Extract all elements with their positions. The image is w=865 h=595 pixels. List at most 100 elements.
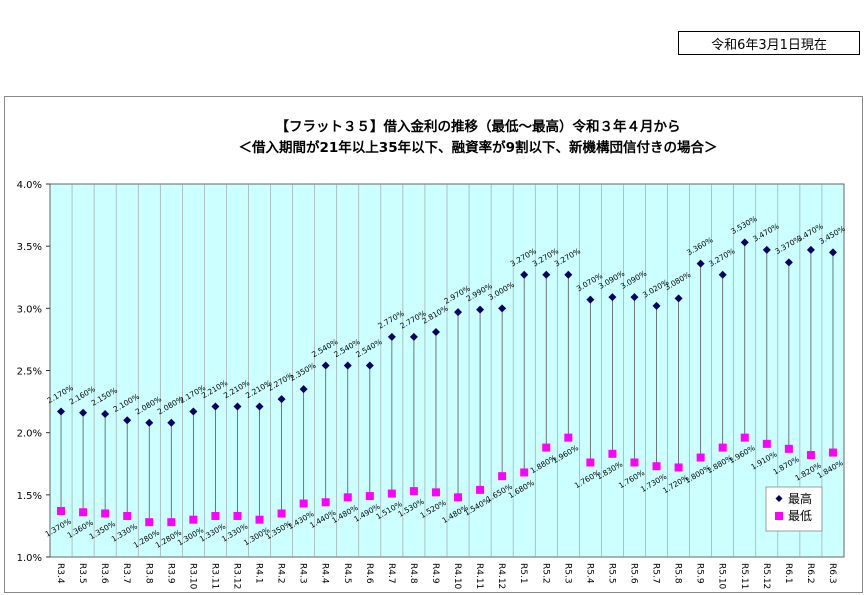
- max-point: [608, 293, 617, 302]
- min-point: [718, 443, 727, 452]
- y-tick-label: 3.5%: [17, 242, 42, 253]
- max-point: [718, 270, 727, 279]
- x-tick-label: R5.8: [673, 563, 683, 584]
- min-point: [255, 515, 264, 524]
- min-point: [806, 451, 815, 460]
- y-tick-label: 2.0%: [17, 429, 42, 440]
- x-tick-label: R4.9: [430, 563, 440, 584]
- min-point: [696, 453, 705, 462]
- x-tick-label: R5.2: [540, 563, 550, 584]
- chart-title-line1: 【フラット３５】借入金利の推移（最低～最高）令和３年４月から: [276, 118, 681, 135]
- date-label: 令和6年3月1日現在: [678, 31, 860, 55]
- min-point: [586, 458, 595, 467]
- x-tick-label: R4.7: [386, 563, 396, 584]
- min-point: [674, 463, 683, 472]
- min-point: [387, 489, 396, 498]
- legend: 最高 最低: [765, 486, 823, 532]
- min-point: [409, 487, 418, 496]
- x-tick-label: R5.11: [739, 563, 749, 589]
- max-point: [189, 407, 198, 416]
- min-point: [57, 506, 66, 515]
- x-tick-label: R4.3: [298, 563, 308, 584]
- x-tick-label: R3.10: [187, 563, 197, 590]
- x-tick-label: R4.12: [496, 563, 506, 589]
- max-point: [454, 308, 463, 317]
- max-point: [498, 304, 507, 313]
- x-tick-label: R4.5: [342, 563, 352, 584]
- max-point: [431, 327, 440, 336]
- max-point: [299, 385, 308, 394]
- max-point: [57, 407, 66, 416]
- min-point: [79, 508, 88, 517]
- x-tick-label: R5.7: [651, 563, 661, 584]
- max-point: [828, 248, 837, 257]
- y-tick-label: 1.0%: [17, 553, 42, 564]
- min-point: [652, 462, 661, 471]
- min-point: [520, 468, 529, 477]
- min-point: [542, 443, 551, 452]
- x-tick-label: R5.6: [628, 563, 638, 584]
- x-tick-label: R4.10: [452, 563, 462, 590]
- legend-max-label: 最高: [788, 491, 812, 506]
- y-tick-label: 1.5%: [17, 491, 42, 502]
- legend-min-marker: [775, 512, 783, 520]
- max-point: [145, 418, 154, 427]
- x-tick-label: R3.5: [77, 563, 87, 584]
- x-tick-label: R3.4: [55, 563, 65, 584]
- max-point: [409, 332, 418, 341]
- x-tick-label: R4.4: [320, 563, 330, 584]
- min-point: [211, 511, 220, 520]
- y-tick-label: 4.0%: [17, 180, 42, 191]
- max-point: [784, 258, 793, 267]
- x-tick-label: R3.11: [209, 563, 219, 589]
- max-point: [806, 245, 815, 254]
- min-point: [321, 498, 330, 507]
- max-point: [696, 259, 705, 268]
- min-point: [299, 499, 308, 508]
- max-point: [343, 361, 352, 370]
- min-point: [277, 509, 286, 518]
- min-point: [365, 492, 374, 501]
- min-point: [189, 515, 198, 524]
- min-point: [454, 493, 463, 502]
- max-point: [630, 293, 639, 302]
- x-tick-label: R5.5: [606, 563, 616, 584]
- x-tick-label: R3.8: [143, 563, 153, 584]
- legend-box: [765, 486, 823, 532]
- max-point: [520, 270, 529, 279]
- max-point: [542, 270, 551, 279]
- min-point: [498, 472, 507, 481]
- x-tick-label: R6.2: [805, 563, 815, 584]
- x-tick-label: R3.6: [99, 563, 109, 584]
- x-tick-label: R5.4: [584, 563, 594, 584]
- x-tick-label: R4.11: [474, 563, 484, 589]
- min-point: [762, 439, 771, 448]
- min-point: [343, 493, 352, 502]
- min-point: [564, 433, 573, 442]
- x-tick-label: R5.1: [518, 563, 528, 584]
- max-point: [101, 410, 110, 419]
- max-point: [79, 408, 88, 417]
- max-point: [586, 295, 595, 304]
- max-point: [762, 245, 771, 254]
- x-tick-label: R3.9: [165, 563, 175, 584]
- max-point: [123, 416, 132, 425]
- max-point: [564, 270, 573, 279]
- x-tick-label: R6.3: [827, 563, 837, 584]
- max-point: [674, 294, 683, 303]
- max-point: [255, 402, 264, 411]
- legend-min-label: 最低: [788, 509, 812, 523]
- x-tick-label: R4.1: [254, 563, 264, 584]
- x-tick-label: R4.2: [276, 563, 286, 584]
- min-point: [828, 448, 837, 457]
- x-tick-label: R5.3: [562, 563, 572, 584]
- min-point: [233, 511, 242, 520]
- y-tick-label: 3.0%: [17, 304, 42, 315]
- min-point: [784, 444, 793, 453]
- max-point: [652, 301, 661, 310]
- min-point: [740, 433, 749, 442]
- x-tick-label: R4.6: [364, 563, 374, 584]
- chart-title-line2: ＜借入期間が21年以上35年以下、融資率が9割以下、新機構団信付きの場合＞: [239, 139, 718, 156]
- max-point: [321, 361, 330, 370]
